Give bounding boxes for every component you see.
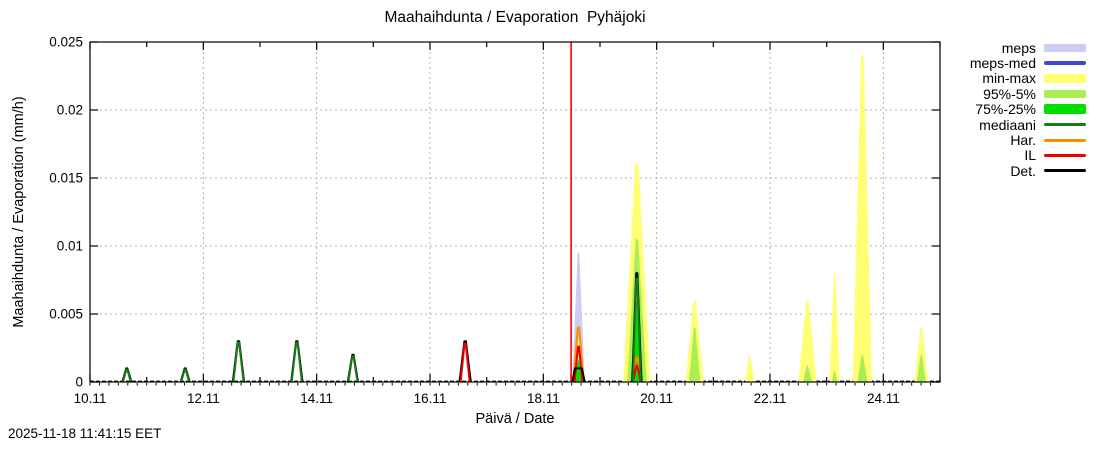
plot-border bbox=[89, 41, 941, 383]
y-tick-label: 0.005 bbox=[49, 307, 83, 322]
mediaani-line bbox=[631, 277, 642, 383]
x-tick-label: 14.11 bbox=[300, 391, 333, 406]
p75-band bbox=[574, 360, 583, 382]
mediaani-line bbox=[232, 341, 245, 383]
p95-band bbox=[916, 354, 926, 382]
legend-row-p95: 95%-5% bbox=[970, 85, 1086, 102]
legend-label: meps-med bbox=[969, 55, 1036, 72]
legend-row-meps: meps bbox=[970, 39, 1086, 56]
det-line bbox=[571, 367, 586, 383]
il-line bbox=[459, 342, 471, 383]
il-line bbox=[573, 345, 584, 383]
p95-band bbox=[802, 365, 812, 382]
legend-swatch-band bbox=[1044, 73, 1086, 83]
legend-label: 75%-25% bbox=[975, 101, 1036, 118]
legend-swatch-band bbox=[1044, 43, 1086, 52]
mediaani-line bbox=[290, 341, 303, 383]
y-tick-label: 0 bbox=[75, 375, 83, 390]
legend-label: mediaani bbox=[979, 116, 1036, 133]
x-tick-label: 12.11 bbox=[187, 391, 220, 406]
minmax-band bbox=[745, 354, 755, 382]
legend: meps meps-med min-max 95%-5% 75%-25% mediaani… bbox=[970, 40, 1086, 179]
legend-row-har: Har. bbox=[970, 132, 1086, 149]
x-tick-label: 10.11 bbox=[74, 391, 107, 406]
render-timestamp: 2025-11-18 11:41:15 EET bbox=[8, 426, 162, 441]
x-axis-title: Päivä / Date bbox=[475, 411, 555, 427]
legend-swatch-band bbox=[1044, 104, 1086, 115]
minmax-band bbox=[798, 300, 817, 382]
legend-swatch-line bbox=[1044, 138, 1086, 142]
legend-swatch-line bbox=[1044, 169, 1086, 173]
legend-row-minmax: min-max bbox=[970, 70, 1086, 87]
legend-swatch-line bbox=[1044, 61, 1086, 66]
y-tick-label: 0.015 bbox=[49, 171, 83, 186]
har-line bbox=[572, 326, 585, 383]
legend-swatch-line bbox=[1044, 123, 1086, 127]
legend-swatch-line bbox=[1044, 153, 1086, 157]
y-tick-label: 0.01 bbox=[57, 239, 83, 254]
y-tick-label: 0.02 bbox=[57, 103, 83, 118]
p95-band bbox=[831, 371, 838, 382]
x-tick-label: 24.11 bbox=[867, 391, 900, 406]
legend-swatch-band bbox=[1044, 89, 1086, 98]
legend-label: min-max bbox=[982, 70, 1036, 87]
legend-label: Det. bbox=[1010, 162, 1036, 179]
chart-title: Maahaihdunta / Evaporation Pyhäjoki bbox=[384, 9, 646, 26]
x-tick-label: 20.11 bbox=[640, 391, 673, 406]
x-tick-label: 22.11 bbox=[754, 391, 787, 406]
minmax-band bbox=[829, 273, 840, 382]
mediaani-line bbox=[180, 368, 191, 383]
y-tick-label: 0.025 bbox=[49, 35, 83, 50]
x-tick-label: 16.11 bbox=[414, 391, 447, 406]
mediaani-line bbox=[347, 355, 359, 383]
p95-band bbox=[857, 354, 868, 382]
x-tick-label: 18.11 bbox=[527, 391, 560, 406]
legend-row-meps_med: meps-med bbox=[969, 55, 1086, 72]
legend-row-il: IL bbox=[970, 147, 1086, 164]
legend-row-p75: 75%-25% bbox=[970, 101, 1086, 118]
legend-label: Har. bbox=[1010, 132, 1036, 149]
il-line bbox=[631, 364, 642, 383]
legend-row-det: Det. bbox=[970, 162, 1086, 179]
legend-label: 95%-5% bbox=[983, 85, 1036, 102]
minmax-band bbox=[852, 55, 872, 382]
legend-label: meps bbox=[1001, 39, 1036, 56]
legend-row-mediaani: mediaani bbox=[970, 116, 1086, 133]
p95-band bbox=[689, 327, 701, 382]
legend-label: IL bbox=[1024, 147, 1036, 164]
mediaani-line bbox=[121, 368, 132, 383]
